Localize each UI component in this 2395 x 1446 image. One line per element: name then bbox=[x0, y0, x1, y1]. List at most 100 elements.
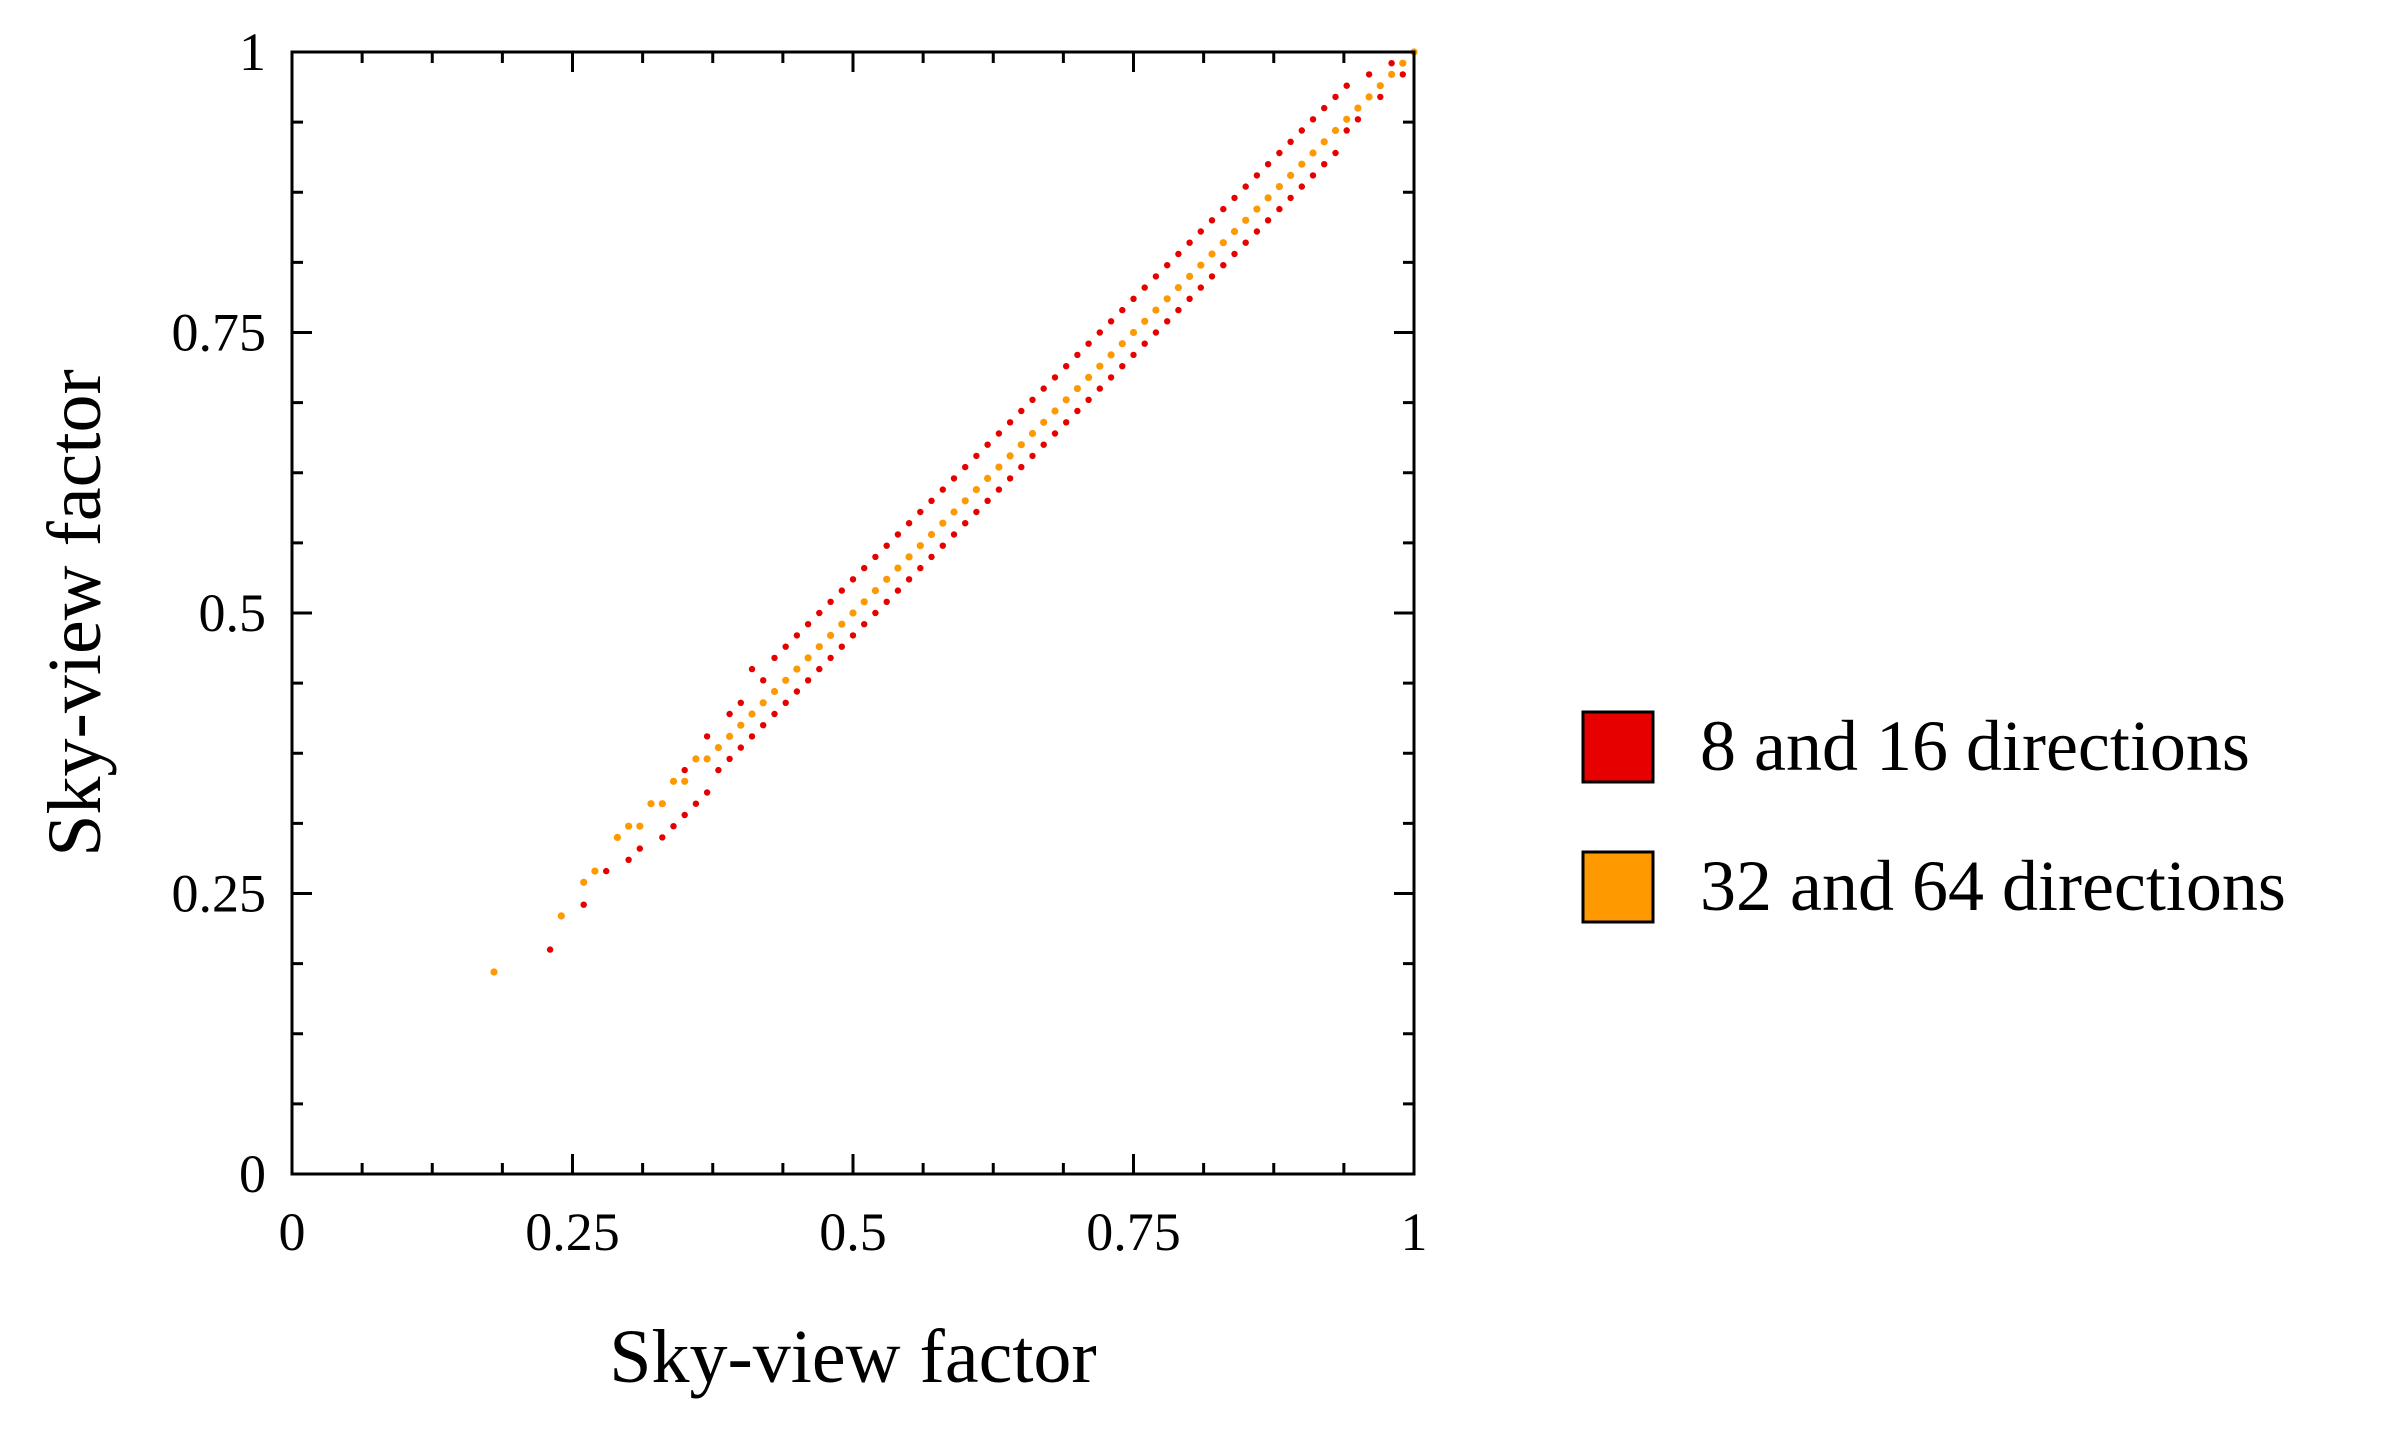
point-0-115 bbox=[1287, 194, 1294, 202]
point-1-31 bbox=[916, 542, 924, 550]
point-0-112 bbox=[1264, 161, 1272, 168]
point-0-93 bbox=[1164, 318, 1171, 325]
point-1-14 bbox=[726, 732, 734, 741]
y-tick-label-2: 0.5 bbox=[199, 583, 267, 643]
point-1-46 bbox=[1085, 373, 1093, 381]
point-0-29 bbox=[804, 677, 812, 684]
point-0-121 bbox=[1321, 161, 1328, 168]
point-1-47 bbox=[1096, 362, 1104, 370]
point-0-120 bbox=[1309, 116, 1317, 123]
point-1-63 bbox=[1275, 183, 1283, 191]
point-0-36 bbox=[838, 587, 845, 594]
point-0-34 bbox=[827, 598, 834, 605]
point-0-44 bbox=[883, 542, 890, 549]
point-1-6 bbox=[636, 822, 644, 830]
point-1-35 bbox=[961, 497, 969, 505]
point-0-92 bbox=[1152, 273, 1160, 280]
legend-label-32-64: 32 and 64 directions bbox=[1700, 846, 2286, 926]
point-0-63 bbox=[995, 486, 1003, 493]
point-0-33 bbox=[827, 654, 834, 662]
point-0-19 bbox=[748, 733, 756, 740]
point-0-91 bbox=[1152, 329, 1160, 336]
point-1-50 bbox=[1129, 328, 1138, 337]
point-0-45 bbox=[894, 587, 902, 594]
point-1-49 bbox=[1118, 340, 1126, 348]
point-0-1 bbox=[580, 901, 587, 908]
point-0-129 bbox=[1377, 93, 1384, 101]
point-1-68 bbox=[1331, 126, 1340, 135]
y-tick-label-0: 0 bbox=[239, 1144, 266, 1204]
point-1-24 bbox=[838, 620, 846, 628]
point-0-71 bbox=[1040, 441, 1047, 448]
point-0-100 bbox=[1197, 228, 1205, 235]
point-0-99 bbox=[1197, 284, 1205, 291]
point-0-65 bbox=[1006, 475, 1014, 482]
point-0-13 bbox=[703, 789, 711, 796]
point-1-42 bbox=[1040, 418, 1048, 426]
point-0-114 bbox=[1276, 149, 1283, 157]
point-1-60 bbox=[1242, 216, 1250, 224]
point-1-62 bbox=[1264, 194, 1272, 202]
point-0-108 bbox=[1242, 183, 1249, 190]
point-0-113 bbox=[1276, 205, 1283, 213]
point-0-77 bbox=[1074, 407, 1081, 415]
point-1-18 bbox=[770, 687, 779, 696]
point-0-12 bbox=[703, 733, 711, 740]
point-1-38 bbox=[995, 463, 1003, 471]
point-1-12 bbox=[703, 755, 711, 763]
point-0-50 bbox=[917, 508, 924, 516]
point-0-116 bbox=[1287, 138, 1294, 145]
point-0-86 bbox=[1119, 306, 1126, 314]
y-tick-label-4: 1 bbox=[239, 22, 266, 82]
series-layer bbox=[490, 48, 1418, 976]
point-1-56 bbox=[1197, 261, 1205, 269]
point-1-72 bbox=[1376, 82, 1384, 90]
series-0 bbox=[546, 60, 1407, 953]
point-0-30 bbox=[804, 621, 812, 628]
legend-swatch-32-64 bbox=[1581, 850, 1655, 924]
point-0-105 bbox=[1231, 250, 1238, 258]
point-0-20 bbox=[748, 665, 756, 673]
point-0-131 bbox=[1399, 71, 1407, 78]
point-0-26 bbox=[782, 643, 789, 650]
point-0-3 bbox=[625, 856, 632, 863]
point-0-122 bbox=[1321, 104, 1328, 112]
point-1-33 bbox=[939, 519, 947, 527]
point-1-8 bbox=[658, 800, 666, 808]
point-0-2 bbox=[603, 867, 610, 875]
point-1-57 bbox=[1208, 250, 1216, 258]
point-0-54 bbox=[939, 486, 946, 493]
point-0-57 bbox=[962, 520, 969, 527]
point-1-9 bbox=[669, 777, 678, 785]
point-0-28 bbox=[793, 632, 801, 639]
point-0-42 bbox=[872, 553, 879, 561]
point-1-20 bbox=[793, 665, 801, 673]
point-1-74 bbox=[1399, 59, 1407, 67]
x-tick-label-1: 0.25 bbox=[525, 1202, 620, 1262]
point-0-109 bbox=[1253, 228, 1261, 235]
point-0-11 bbox=[692, 800, 700, 807]
point-0-102 bbox=[1208, 217, 1216, 224]
ticks-layer bbox=[290, 50, 1416, 1176]
point-0-75 bbox=[1063, 419, 1070, 426]
point-0-74 bbox=[1051, 374, 1059, 381]
point-1-30 bbox=[905, 553, 913, 561]
point-1-27 bbox=[871, 587, 880, 595]
point-0-130 bbox=[1388, 60, 1395, 67]
point-0-9 bbox=[681, 766, 688, 774]
point-0-37 bbox=[849, 632, 857, 639]
series-1 bbox=[490, 48, 1418, 976]
point-0-31 bbox=[816, 665, 823, 673]
point-0-58 bbox=[962, 463, 969, 471]
point-0-119 bbox=[1309, 172, 1317, 179]
point-1-45 bbox=[1073, 385, 1081, 393]
point-0-96 bbox=[1175, 250, 1182, 258]
point-1-23 bbox=[827, 631, 835, 640]
x-tick-label-4: 1 bbox=[1401, 1202, 1428, 1262]
point-0-59 bbox=[973, 508, 980, 516]
point-1-39 bbox=[1006, 452, 1014, 460]
y-tick-label-3: 0.75 bbox=[172, 303, 267, 363]
point-0-83 bbox=[1107, 374, 1115, 381]
point-0-51 bbox=[928, 553, 935, 561]
